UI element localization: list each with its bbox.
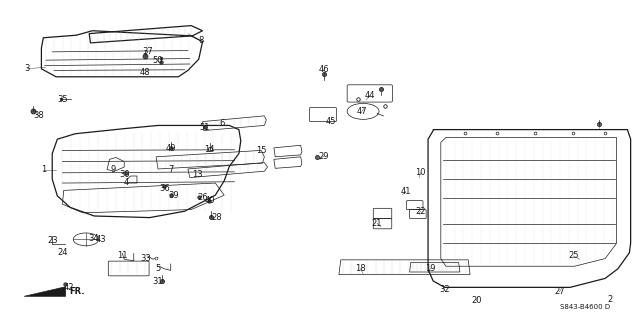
Text: 48: 48 xyxy=(140,68,150,76)
Text: 23: 23 xyxy=(47,236,57,245)
Text: 32: 32 xyxy=(440,285,450,294)
Text: 40: 40 xyxy=(205,196,215,205)
Text: 13: 13 xyxy=(192,170,203,179)
Text: 43: 43 xyxy=(96,235,106,244)
Text: 27: 27 xyxy=(554,287,564,296)
Text: 45: 45 xyxy=(326,117,336,126)
Polygon shape xyxy=(24,287,66,296)
Text: 8: 8 xyxy=(198,36,203,45)
Text: 5: 5 xyxy=(155,264,161,273)
Text: 50: 50 xyxy=(153,56,163,65)
Text: 44: 44 xyxy=(364,91,375,100)
Text: 37: 37 xyxy=(143,47,153,56)
Text: 49: 49 xyxy=(166,144,176,153)
Text: 15: 15 xyxy=(256,146,266,155)
Text: 51: 51 xyxy=(200,123,210,132)
Text: 19: 19 xyxy=(426,264,436,273)
Text: 9: 9 xyxy=(111,165,116,174)
Text: 29: 29 xyxy=(318,152,329,161)
Text: 28: 28 xyxy=(211,213,222,222)
Text: S843-B4600 D: S843-B4600 D xyxy=(560,304,610,309)
Text: 31: 31 xyxy=(153,277,163,286)
Text: 11: 11 xyxy=(117,252,127,260)
Text: 38: 38 xyxy=(33,111,43,120)
Text: 46: 46 xyxy=(318,65,329,74)
Text: 30: 30 xyxy=(119,170,129,179)
Text: 10: 10 xyxy=(415,168,426,177)
Text: 26: 26 xyxy=(197,193,208,202)
Text: FR.: FR. xyxy=(69,287,84,296)
Text: 25: 25 xyxy=(568,252,578,260)
Text: 21: 21 xyxy=(372,219,382,228)
Text: 41: 41 xyxy=(401,187,411,196)
Text: 39: 39 xyxy=(168,191,178,200)
Text: 22: 22 xyxy=(415,207,426,216)
Text: 20: 20 xyxy=(471,296,482,305)
Text: 24: 24 xyxy=(57,248,68,257)
Text: 34: 34 xyxy=(89,234,99,243)
Text: 3: 3 xyxy=(25,64,30,73)
Text: 7: 7 xyxy=(168,165,173,174)
Text: 2: 2 xyxy=(607,295,612,304)
Text: 4: 4 xyxy=(124,178,129,187)
Text: 18: 18 xyxy=(355,264,366,273)
Text: 6: 6 xyxy=(219,119,224,128)
Text: 35: 35 xyxy=(57,95,68,104)
Text: 14: 14 xyxy=(204,145,214,154)
Text: 33: 33 xyxy=(140,254,150,263)
Text: 42: 42 xyxy=(64,283,74,292)
Text: 1: 1 xyxy=(41,165,46,174)
Text: 36: 36 xyxy=(159,184,169,193)
Text: 47: 47 xyxy=(357,107,367,116)
